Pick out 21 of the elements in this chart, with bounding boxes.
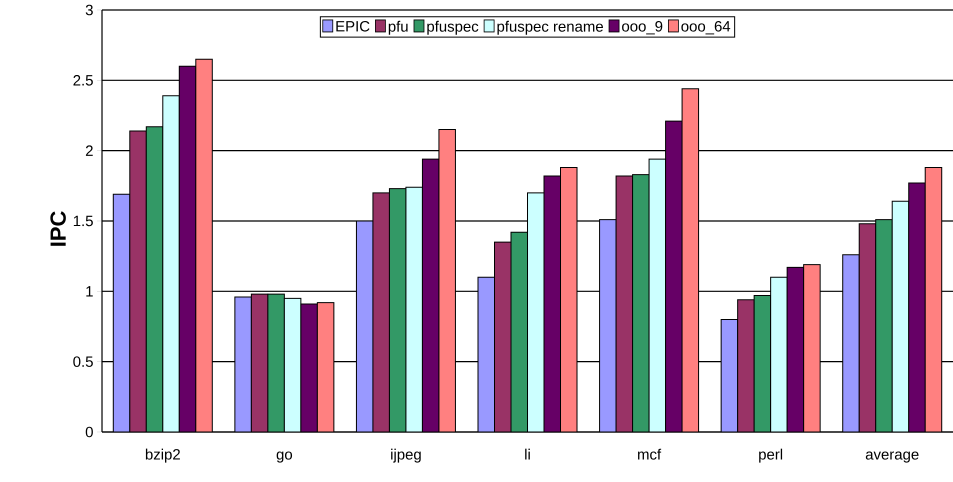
y-tick-label: 1: [86, 286, 93, 296]
x-tick-label: li: [525, 448, 530, 460]
y-tick-label: 3: [86, 4, 93, 16]
y-tick-label: 0: [86, 426, 93, 438]
legend-label: EPIC: [336, 20, 370, 32]
x-tick-label: bzip2: [146, 448, 180, 463]
y-tick-label: 2: [86, 145, 93, 156]
x-tick-label: go: [276, 451, 292, 463]
legend-label: ooo_9: [622, 20, 662, 34]
y-tick-label: 2.5: [73, 75, 93, 86]
x-tick-label: ijpeg: [391, 448, 421, 463]
legend-label: pfuspec: [427, 20, 478, 35]
x-tick-label: perl: [759, 448, 782, 463]
legend-label: pfuspec rename: [497, 20, 603, 35]
legend-label: ooo_64: [681, 20, 730, 34]
legend-label: pfu: [388, 20, 408, 35]
y-tick-label: 1.5: [74, 216, 93, 226]
x-tick-label: average: [866, 451, 919, 463]
y-tick-label: 0.5: [73, 356, 93, 367]
y-axis-title: IPC: [50, 211, 66, 246]
x-tick-label: mcf: [638, 448, 662, 460]
